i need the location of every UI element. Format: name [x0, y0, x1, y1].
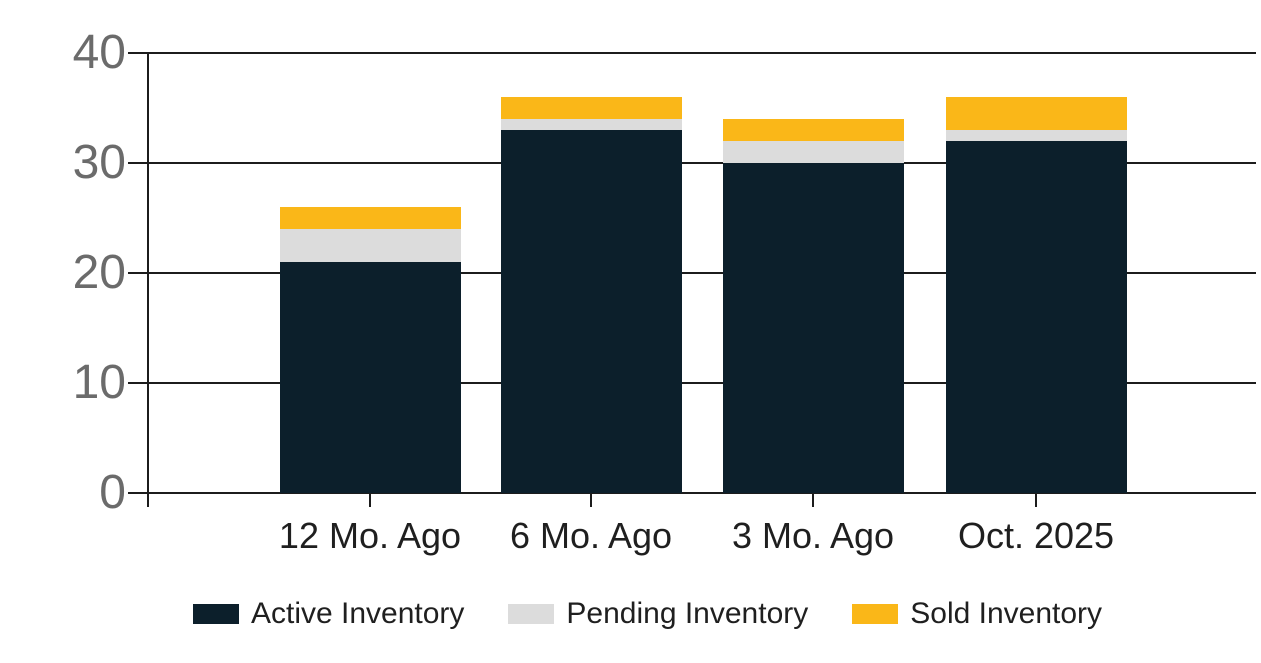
gridline [128, 52, 1256, 54]
bar-segment-pending-inventory [280, 229, 461, 262]
y-axis-line [147, 53, 149, 507]
gridline [128, 272, 1256, 274]
bar-segment-active-inventory [723, 163, 904, 493]
gridline [128, 162, 1256, 164]
y-tick-label: 10 [72, 356, 126, 409]
bar [946, 97, 1127, 493]
bar-segment-sold-inventory [280, 207, 461, 229]
bar-segment-sold-inventory [946, 97, 1127, 130]
gridline [128, 492, 1256, 494]
legend-label: Pending Inventory [566, 597, 809, 630]
legend-item: Active Inventory [192, 597, 465, 630]
legend-swatch-active-inventory [192, 603, 239, 624]
legend-swatch-sold-inventory [852, 603, 899, 624]
legend-label: Sold Inventory [910, 597, 1103, 630]
plot-area [128, 52, 1256, 507]
bar-segment-pending-inventory [946, 130, 1127, 141]
x-tick [369, 493, 371, 507]
bar-segment-sold-inventory [723, 119, 904, 141]
x-tick-label: Oct. 2025 [957, 515, 1115, 556]
bar-segment-sold-inventory [501, 97, 682, 119]
bar-segment-active-inventory [946, 141, 1127, 493]
x-tick-label: 3 Mo. Ago [731, 515, 895, 556]
bar-segment-pending-inventory [501, 119, 682, 130]
y-tick-label: 30 [72, 136, 126, 189]
x-tick [590, 493, 592, 507]
x-tick-label: 12 Mo. Ago [278, 515, 462, 556]
y-tick-label: 20 [72, 246, 126, 299]
x-tick [1035, 493, 1037, 507]
legend-swatch-pending-inventory [508, 603, 555, 624]
chart-legend: Active Inventory Pending Inventory Sold In… [0, 597, 1261, 630]
bar-segment-active-inventory [280, 262, 461, 493]
x-tick [812, 493, 814, 507]
bar-segment-active-inventory [501, 130, 682, 493]
legend-label: Active Inventory [250, 597, 465, 630]
y-tick-label: 40 [72, 26, 126, 79]
gridline [128, 382, 1256, 384]
x-tick-label: 6 Mo. Ago [509, 515, 673, 556]
bar [280, 207, 461, 493]
legend-item: Pending Inventory [508, 597, 808, 630]
bar [723, 119, 904, 493]
legend-item: Sold Inventory [852, 597, 1102, 630]
bar [501, 97, 682, 493]
bar-segment-pending-inventory [723, 141, 904, 163]
y-tick-label: 0 [99, 466, 126, 519]
